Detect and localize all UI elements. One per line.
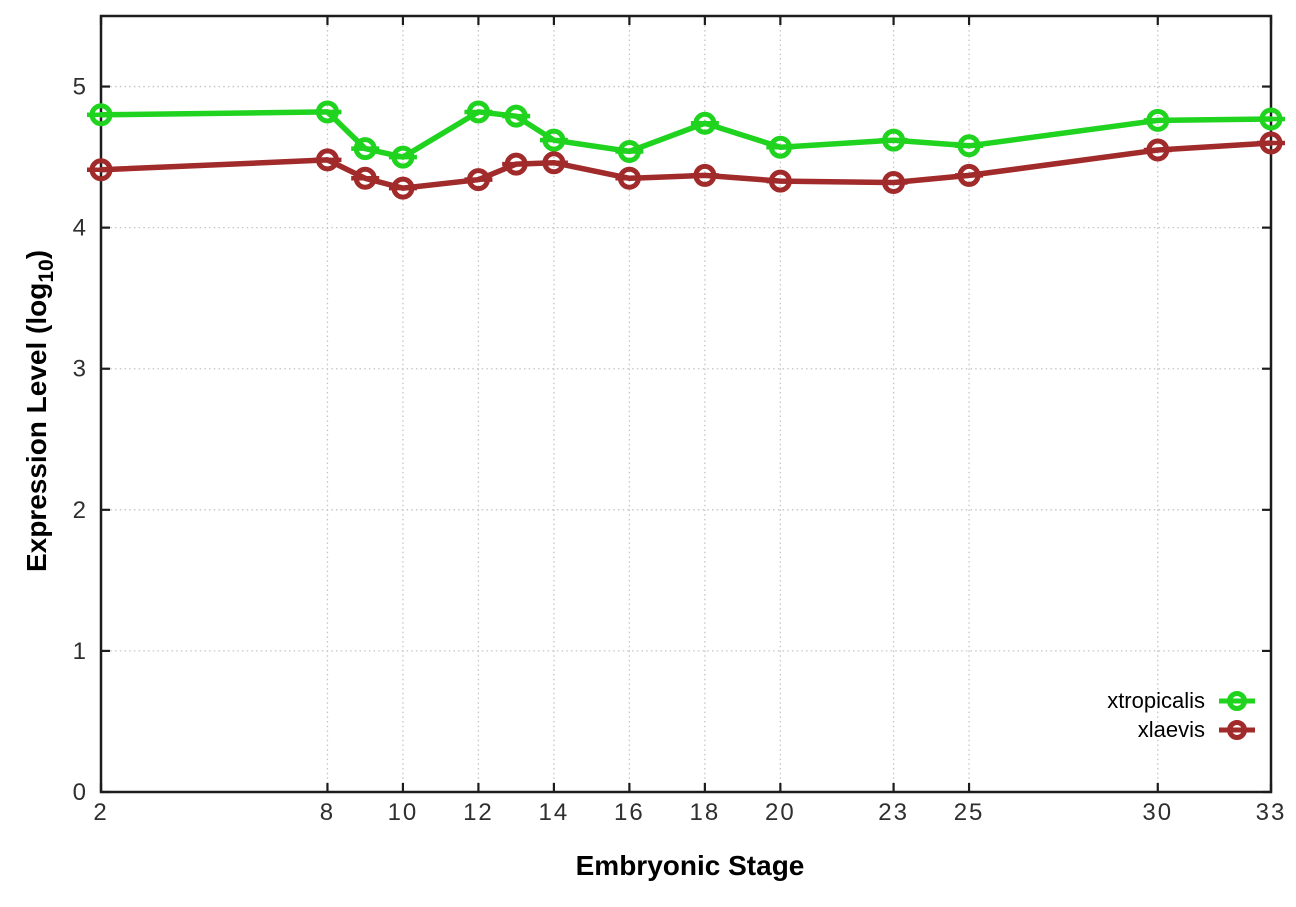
- data-point-marker: [466, 168, 490, 192]
- data-point-marker: [89, 103, 113, 127]
- data-point-marker: [391, 145, 415, 169]
- x-tick-label: 8: [320, 799, 335, 826]
- y-tick-labels: 0 1 2 3 4 5: [73, 74, 88, 806]
- x-axis-title: Embryonic Stage: [575, 850, 805, 881]
- data-point-marker: [89, 158, 113, 182]
- series-xtropicalis: [87, 100, 1285, 169]
- y-axis-title: Expression Level (log10): [21, 250, 59, 572]
- data-point-marker: [466, 100, 490, 124]
- data-point-marker: [542, 128, 566, 152]
- y-axis-title-text: Expression Level (log: [21, 282, 52, 573]
- x-tick-label: 14: [539, 799, 570, 826]
- series-xlaevis: [87, 131, 1285, 200]
- y-tick-label: 0: [73, 779, 88, 806]
- data-point-marker: [693, 111, 717, 135]
- y-tick-label: 3: [73, 356, 88, 383]
- x-tick-label: 33: [1256, 799, 1287, 826]
- legend-item-xtropicalis: xtropicalis: [1107, 686, 1256, 715]
- data-point-marker: [315, 148, 339, 172]
- data-point-marker: [1259, 131, 1283, 155]
- series-line: [98, 140, 1274, 191]
- x-tick-labels: 2 8 10 12 14 16 18 20 23 25 30 33: [93, 799, 1287, 826]
- data-point-marker: [882, 128, 906, 152]
- x-tick-label: 20: [765, 799, 796, 826]
- y-axis-title-close: ): [21, 249, 52, 260]
- x-tick-label: 25: [954, 799, 985, 826]
- data-point-marker: [957, 134, 981, 158]
- x-tick-label: 12: [463, 799, 494, 826]
- x-tick-label: 30: [1142, 799, 1173, 826]
- data-point-marker: [504, 104, 528, 128]
- data-point-marker: [693, 163, 717, 187]
- data-point-marker: [617, 166, 641, 190]
- data-point-marker: [315, 100, 339, 124]
- series-line: [98, 109, 1274, 160]
- y-tick-label: 1: [73, 638, 88, 665]
- legend-label: xtropicalis: [1107, 687, 1205, 713]
- legend-sample-point: [1227, 719, 1247, 740]
- data-point-marker: [391, 176, 415, 200]
- data-point-marker: [353, 166, 377, 190]
- x-tick-label: 10: [388, 799, 419, 826]
- data-point-marker: [882, 170, 906, 194]
- data-point-marker: [504, 152, 528, 176]
- data-point-marker: [957, 163, 981, 187]
- legend: xtropicalis xlaevis: [1107, 686, 1256, 744]
- legend-sample-point: [1227, 690, 1247, 711]
- y-axis-title-subscript: 10: [35, 259, 58, 283]
- x-tick-label: 2: [93, 799, 108, 826]
- legend-item-xlaevis: xlaevis: [1107, 715, 1256, 744]
- plot-border: [99, 14, 1273, 794]
- y-tick-label: 4: [73, 215, 88, 242]
- data-point-marker: [617, 139, 641, 163]
- data-point-marker: [353, 137, 377, 161]
- data-point-marker: [1259, 107, 1283, 131]
- legend-marker-icon: [1219, 690, 1255, 711]
- x-tick-label: 23: [878, 799, 909, 826]
- data-point-marker: [768, 135, 792, 159]
- legend-label: xlaevis: [1137, 716, 1205, 742]
- x-tick-label: 18: [690, 799, 721, 826]
- data-point-marker: [768, 169, 792, 193]
- data-point-marker: [1146, 108, 1170, 132]
- x-tick-label: 16: [614, 799, 645, 826]
- y-tick-label: 5: [73, 74, 88, 101]
- legend-marker-icon: [1219, 719, 1255, 740]
- data-point-marker: [1146, 138, 1170, 162]
- y-tick-label: 2: [73, 497, 88, 524]
- data-point-marker: [542, 151, 566, 175]
- tick-marks: [99, 16, 1273, 794]
